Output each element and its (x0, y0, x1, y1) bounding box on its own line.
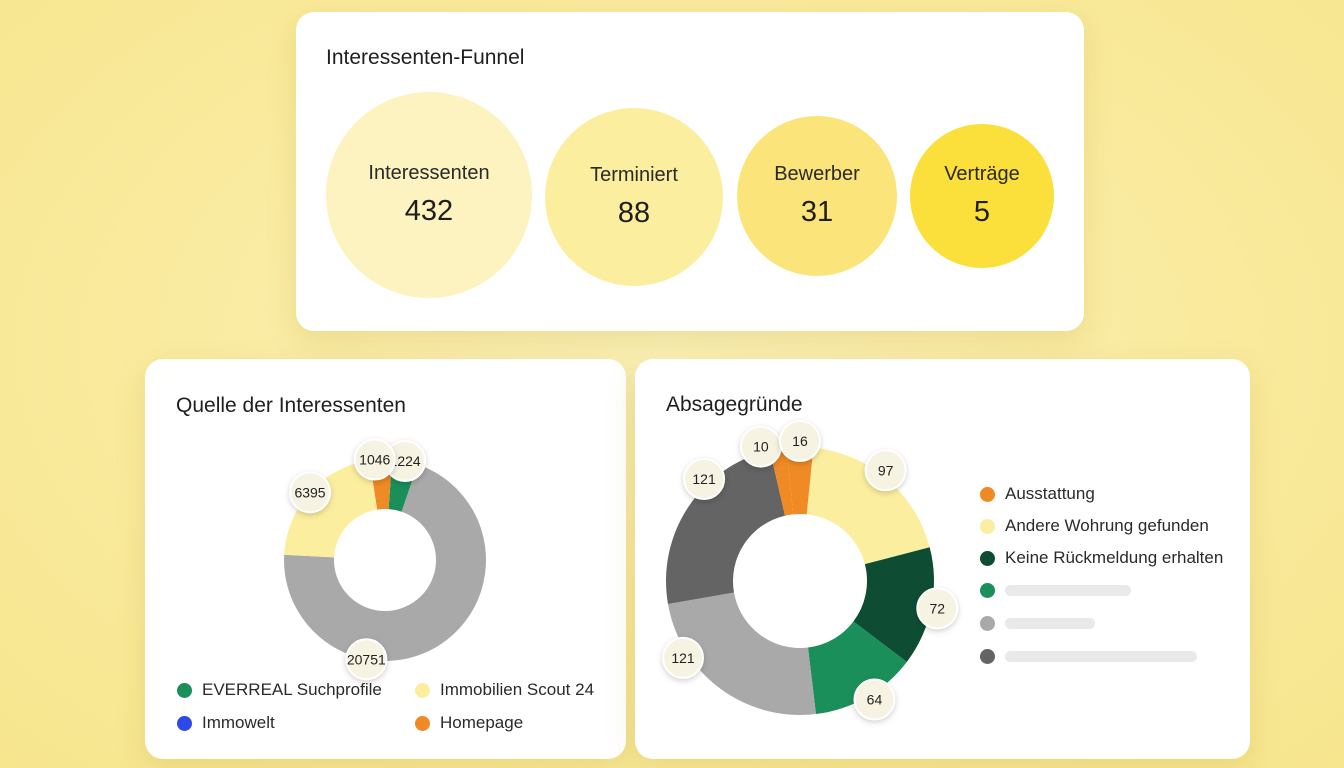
funnel-card: Interessenten-Funnel Interessenten 432 T… (296, 12, 1084, 331)
funnel-stage-vertraege[interactable]: Verträge 5 (910, 124, 1054, 268)
donut-slice[interactable] (666, 450, 785, 605)
funnel-stage-terminiert[interactable]: Terminiert 88 (545, 108, 723, 286)
funnel-stage-label: Interessenten (368, 162, 490, 184)
donut-slice[interactable] (769, 447, 794, 516)
source-chart-title: Quelle der Interessenten (176, 394, 406, 417)
legend-swatch (177, 682, 192, 698)
legend-item-placeholder-3[interactable] (980, 649, 1197, 664)
funnel-title: Interessenten-Funnel (326, 46, 525, 69)
legend-item-placeholder-2[interactable] (980, 616, 1095, 631)
legend-swatch (980, 583, 995, 598)
legend-label-placeholder (1005, 585, 1131, 596)
data-label: 72 (929, 600, 945, 616)
data-label: 121 (671, 650, 695, 666)
reasons-donut-chart: 97 72 64 121 121 10 16 (662, 420, 959, 721)
legend-swatch (177, 715, 192, 731)
data-label-bubble (864, 449, 907, 492)
legend-label: Homepage (440, 713, 524, 732)
legend-label: Keine Rückmeldung erhalten (1005, 548, 1224, 567)
legend-swatch (980, 550, 995, 566)
legend-item-ausstattung[interactable]: Ausstattung (980, 484, 1095, 504)
legend-item-andere-wohnung[interactable]: Andere Wohrung gefunden (980, 516, 1209, 536)
donut-slice[interactable] (667, 592, 816, 715)
data-label-bubble (853, 678, 896, 721)
legend-swatch (415, 715, 430, 731)
legend-label: Immowelt (202, 713, 275, 732)
data-label: 97 (878, 462, 894, 478)
funnel-stage-label: Bewerber (774, 163, 860, 185)
legend-label: Immobilien Scout 24 (440, 680, 595, 699)
legend-label-placeholder (1005, 651, 1197, 662)
legend-swatch (980, 649, 995, 664)
donut-slice[interactable] (806, 447, 930, 565)
legend-item-everreal[interactable]: EVERREAL Suchprofile (177, 680, 382, 700)
data-label: 10 (753, 439, 769, 455)
data-label: 16 (792, 433, 808, 449)
reasons-card: Absagegründe 97 72 64 121 121 10 16 Ausstattun… (635, 359, 1250, 759)
legend-swatch (980, 616, 995, 631)
legend-item-placeholder-1[interactable] (980, 583, 1131, 598)
legend-swatch (415, 682, 430, 698)
funnel-stage-label: Verträge (944, 163, 1020, 185)
legend-label-placeholder (1005, 618, 1095, 629)
data-label-bubble (662, 636, 705, 679)
data-label: 6395 (294, 484, 325, 500)
data-label: 1224 (390, 453, 421, 469)
funnel-stage-label: Terminiert (590, 164, 678, 186)
data-label-bubble (916, 587, 959, 630)
legend-item-homepage[interactable]: Homepage (415, 713, 523, 733)
donut-slice[interactable] (853, 547, 934, 662)
data-label-bubble (289, 471, 332, 514)
data-label-bubble (778, 420, 821, 463)
data-label: 64 (867, 692, 883, 708)
data-label: 1046 (359, 452, 390, 468)
legend-item-immowelt[interactable]: Immowelt (177, 713, 275, 733)
donut-slice[interactable] (284, 460, 378, 558)
source-donut-chart: 1224 20751 6395 1046 (284, 438, 486, 681)
funnel-stage-value: 88 (617, 197, 651, 229)
legend-swatch (980, 518, 995, 534)
donut-slice[interactable] (786, 447, 814, 515)
funnel-stage-value: 432 (404, 195, 454, 227)
legend-label: Ausstattung (1005, 484, 1095, 503)
data-label-bubble (345, 638, 388, 681)
data-label-bubble (353, 438, 396, 481)
funnel-stage-value: 5 (973, 196, 991, 228)
reasons-chart-title: Absagegründe (666, 393, 803, 416)
legend-swatch (980, 486, 995, 502)
data-label: 121 (692, 471, 716, 487)
donut-slice[interactable] (807, 621, 907, 715)
donut-slice[interactable] (284, 464, 486, 661)
data-label-bubble (683, 458, 726, 501)
legend-label: EVERREAL Suchprofile (202, 680, 382, 699)
source-card: Quelle der Interessenten 1224 20751 6395 10… (145, 359, 626, 759)
legend-label: Andere Wohrung gefunden (1005, 516, 1209, 535)
legend-item-keine-rueckmeldung[interactable]: Keine Rückmeldung erhalten (980, 548, 1223, 568)
funnel-stage-value: 31 (800, 196, 834, 228)
legend-item-immoscout[interactable]: Immobilien Scout 24 (415, 680, 594, 700)
funnel-stage-bewerber[interactable]: Bewerber 31 (737, 116, 897, 276)
data-label: 20751 (347, 651, 386, 667)
funnel-stage-interessenten[interactable]: Interessenten 432 (326, 92, 532, 298)
